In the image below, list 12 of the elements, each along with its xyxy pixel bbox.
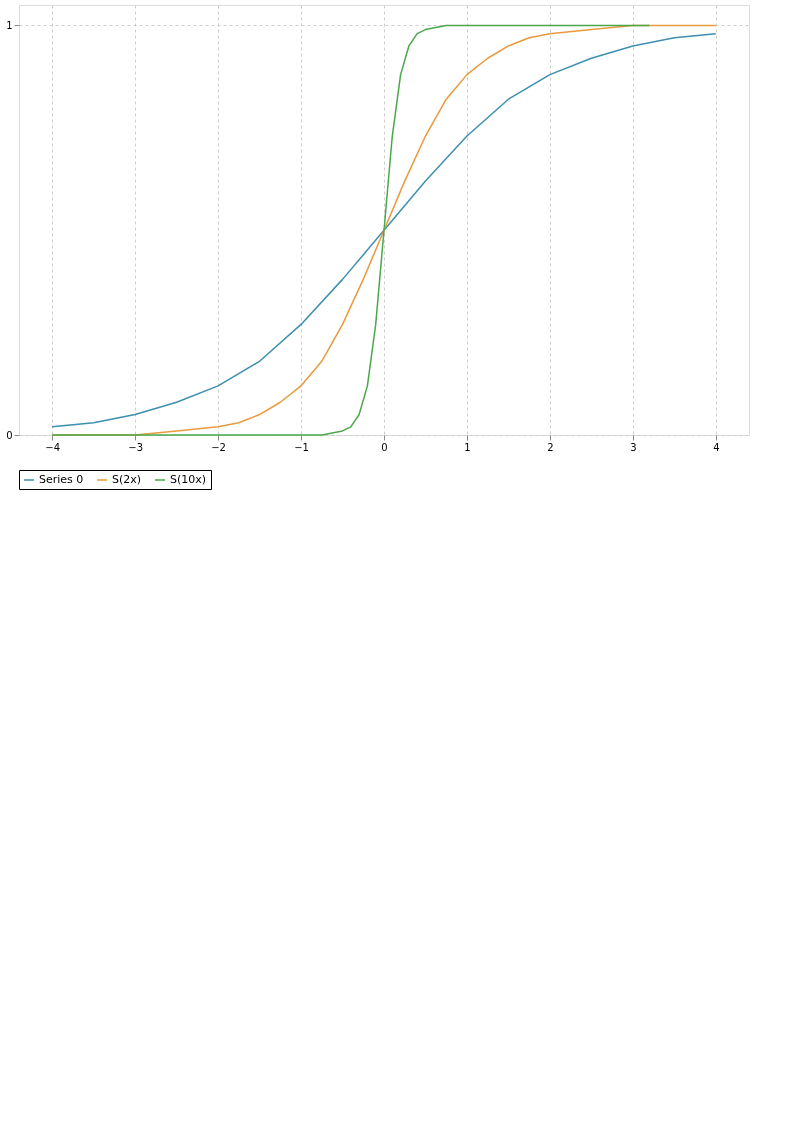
x-tick-label: 2 bbox=[547, 441, 554, 453]
x-tick-label: 4 bbox=[713, 441, 720, 453]
legend-label: S(2x) bbox=[112, 473, 142, 486]
x-tick-label: 3 bbox=[630, 441, 637, 453]
x-tick-label: 0 bbox=[381, 441, 388, 453]
legend-label: Series 0 bbox=[39, 473, 84, 486]
legend-label: S(10x) bbox=[170, 473, 207, 486]
x-tick-label: −2 bbox=[211, 441, 226, 453]
x-tick-label: −1 bbox=[294, 441, 309, 453]
x-tick-label: −3 bbox=[128, 441, 144, 453]
x-tick-label: −4 bbox=[45, 441, 61, 453]
x-tick-label: 1 bbox=[464, 441, 471, 453]
